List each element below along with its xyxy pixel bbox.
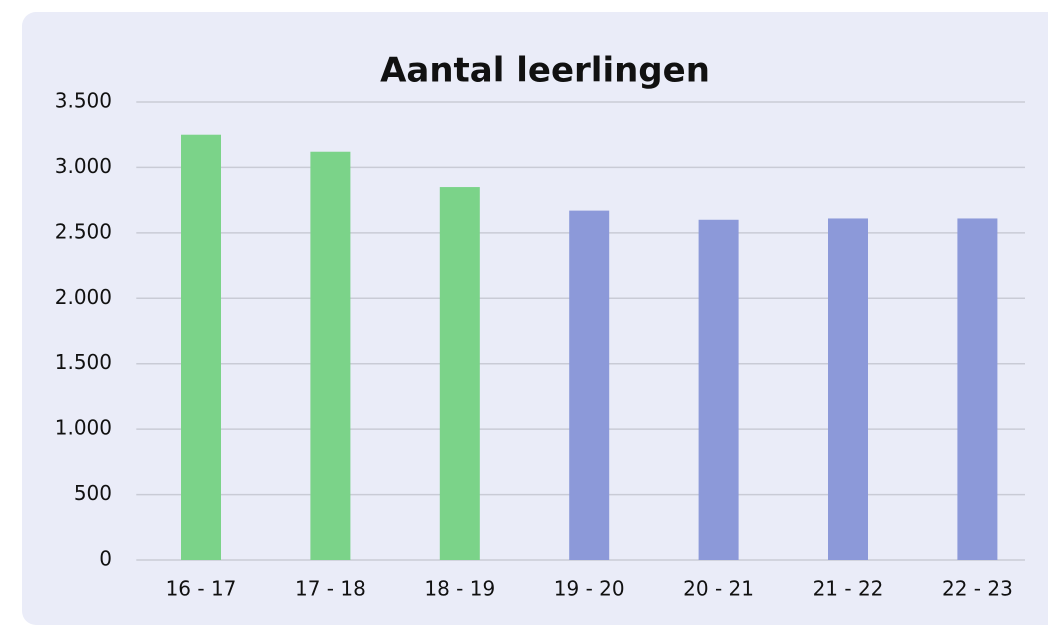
x-tick-label: 16 - 17 [166,577,237,601]
y-tick-label: 2.500 [55,219,112,243]
y-tick-label: 2.000 [55,285,112,309]
bar [310,151,351,560]
x-tick-label: 22 - 23 [942,577,1013,601]
y-tick-label: 3.500 [55,89,112,113]
bar [828,218,868,560]
y-tick-label: 1.000 [55,416,112,440]
bar [439,187,480,561]
card [22,12,1048,625]
bar [181,134,221,560]
chart-title: Aantal leerlingen [380,51,710,91]
y-tick-label: 1.500 [55,350,112,374]
x-tick-label: 17 - 18 [295,577,366,601]
x-tick-label: 19 - 20 [554,577,625,601]
x-tick-label: 20 - 21 [683,577,754,601]
bar [698,219,739,560]
x-tick-label: 18 - 19 [424,577,495,601]
y-tick-label: 3.000 [55,154,112,178]
y-tick-label: 500 [74,481,112,505]
y-tick-label: 0 [99,547,112,571]
x-tick-label: 21 - 22 [813,577,884,601]
bar [569,210,610,560]
bar [957,218,998,560]
